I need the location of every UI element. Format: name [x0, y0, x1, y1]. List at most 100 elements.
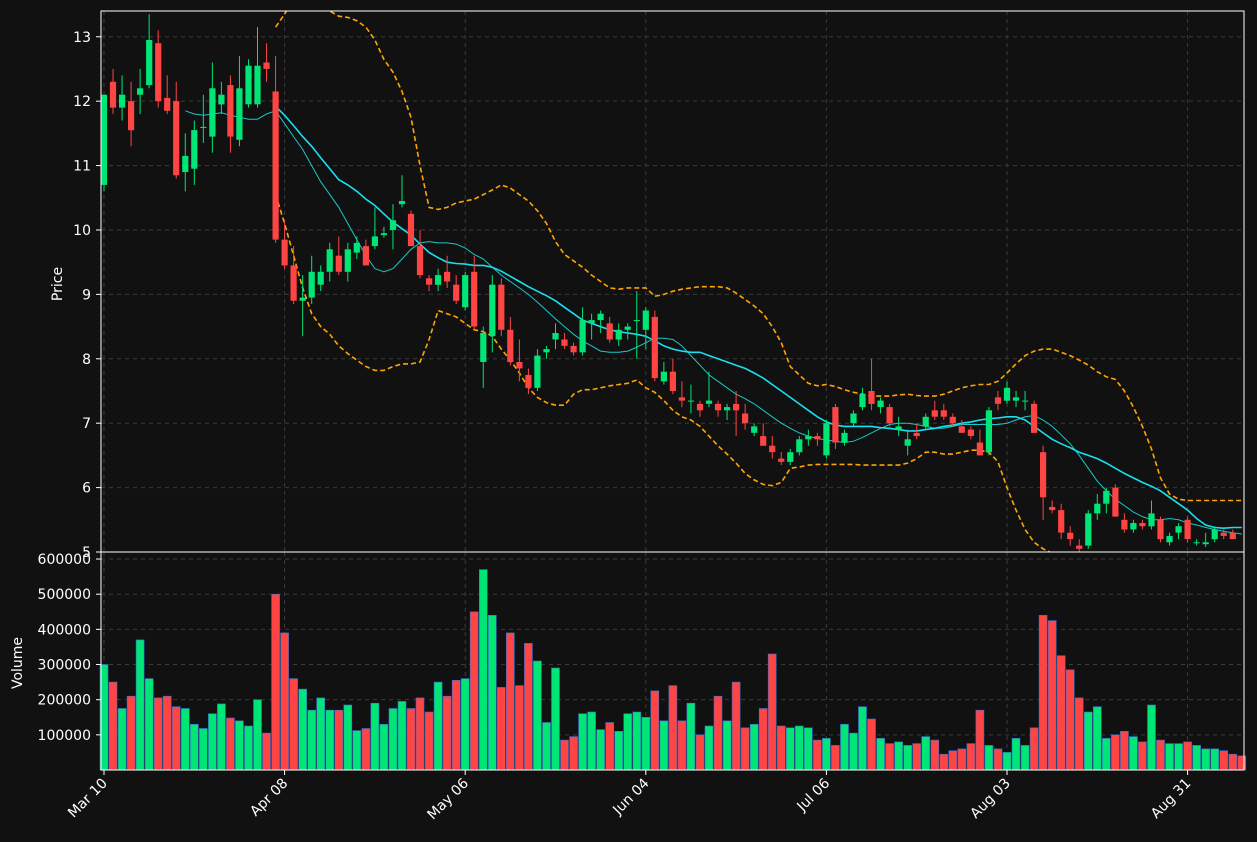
candle-body: [651, 316, 658, 379]
volume-bar: [1084, 711, 1093, 771]
candle-body: [263, 62, 270, 69]
volume-bar: [217, 703, 226, 771]
volume-bar: [379, 723, 389, 771]
volume-tick-label: 500000: [38, 587, 91, 603]
volume-bar: [253, 699, 262, 771]
candle-body: [416, 246, 424, 276]
candle-body: [444, 271, 451, 282]
candle-body: [353, 242, 360, 253]
candle-body: [119, 94, 126, 108]
volume-bar: [560, 739, 569, 771]
candle-body: [299, 297, 306, 301]
volume-bar: [1111, 734, 1120, 771]
volume-bar: [117, 708, 127, 771]
volume-bar: [171, 706, 181, 771]
candle-body: [714, 403, 722, 411]
volume-bar: [406, 708, 416, 771]
volume-bar: [316, 697, 326, 771]
candle-body: [606, 323, 613, 340]
candle-body: [561, 339, 568, 346]
candle-body: [687, 400, 694, 402]
volume-bar: [1065, 669, 1075, 771]
volume-bar: [858, 706, 867, 771]
volume-bar: [632, 711, 642, 771]
candle-body: [1148, 513, 1155, 527]
price-tick-label: 9: [82, 287, 91, 303]
candle-body: [426, 278, 433, 285]
volume-bar: [181, 708, 190, 771]
volume-bar: [415, 697, 425, 771]
candle-body: [904, 439, 911, 446]
candle-body: [1175, 526, 1182, 533]
candle-body: [543, 349, 550, 353]
volume-bar: [524, 643, 533, 771]
candle-body: [182, 155, 189, 172]
volume-bar: [722, 720, 732, 771]
volume-y-ticks: 100000 200000 300000 400000 500000 600000: [38, 552, 101, 744]
candle-body: [407, 213, 415, 247]
volume-bar: [352, 730, 362, 771]
candle-body: [453, 284, 460, 301]
price-tick-label: 10: [73, 223, 91, 239]
volume-bar: [1237, 755, 1247, 771]
price-y-ticks: 5 6 7 8 9 10 11 12 13: [73, 30, 101, 561]
volume-bar: [307, 709, 317, 771]
candle-body: [1193, 542, 1200, 544]
candle-body: [1220, 532, 1227, 536]
volume-bar: [1183, 741, 1192, 771]
candle-body: [796, 439, 803, 453]
volume-bar: [551, 667, 560, 771]
volume-bar: [162, 695, 172, 771]
candle-body: [1076, 545, 1083, 549]
volume-axis-label: Volume: [10, 637, 26, 689]
volume-bar: [785, 727, 795, 771]
volume-bar: [271, 593, 280, 771]
candle-body: [642, 310, 649, 330]
candle-body: [101, 94, 108, 185]
candle-body: [389, 220, 397, 230]
volume-bar: [1201, 748, 1210, 771]
candle-body: [1067, 532, 1074, 540]
candle-body: [597, 313, 604, 321]
volume-bar: [614, 730, 624, 771]
volume-bar: [397, 701, 407, 771]
candle-body: [850, 413, 857, 424]
volume-bar: [1147, 704, 1156, 771]
candle-body: [371, 236, 378, 247]
volume-bar: [1156, 739, 1165, 771]
candle-body: [570, 345, 577, 353]
volume-bar: [930, 739, 940, 771]
candle-body: [913, 432, 920, 437]
candle-body: [1040, 452, 1047, 498]
volume-bar: [262, 732, 271, 771]
candle-body: [507, 329, 514, 362]
candle-body: [227, 85, 234, 137]
volume-bar: [1011, 738, 1021, 771]
volume-bar: [280, 632, 289, 771]
candle-body: [516, 362, 523, 369]
candle-body: [1022, 400, 1029, 402]
candle-body: [886, 407, 893, 424]
volume-bar: [370, 702, 380, 771]
volume-bar: [289, 678, 298, 771]
candle-body: [588, 320, 595, 324]
volume-bar: [912, 743, 922, 771]
volume-bar: [496, 687, 506, 771]
volume-bar: [758, 708, 768, 771]
volume-bar: [975, 709, 985, 771]
volume-bar: [1165, 743, 1174, 771]
volume-bar: [794, 725, 804, 771]
volume-bar: [199, 728, 208, 771]
candle-body: [155, 43, 162, 102]
candle-body: [751, 426, 758, 433]
candle-body: [994, 397, 1002, 404]
candle-body: [823, 423, 830, 456]
candle-body: [696, 403, 704, 411]
candle-body: [344, 249, 351, 272]
volume-tick-label: 400000: [38, 622, 91, 638]
volume-bar: [1020, 745, 1030, 771]
candle-body: [471, 271, 478, 327]
volume-bar: [677, 720, 687, 771]
volume-bar: [433, 681, 443, 771]
volume-tick-label: 300000: [38, 658, 91, 674]
